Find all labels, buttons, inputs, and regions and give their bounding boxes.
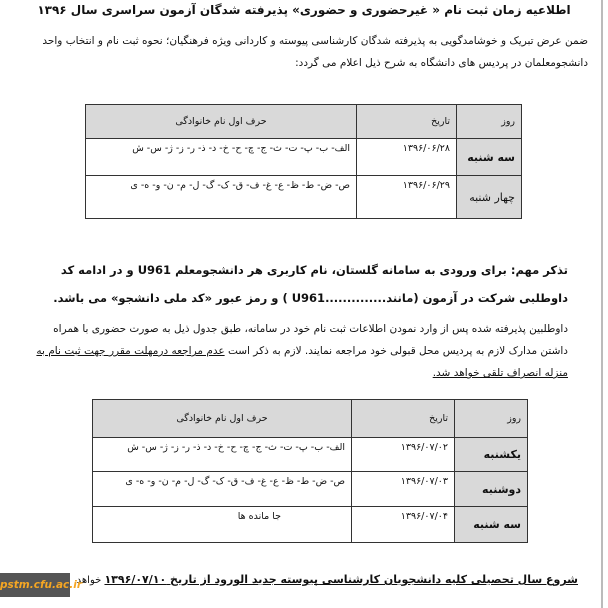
- date-cell: ۱۳۹۶/۰۶/۲۹: [356, 175, 457, 219]
- header-day: روز: [456, 104, 522, 139]
- day-cell: سه شنبه: [456, 138, 522, 176]
- schedule-table-2: روز تاریخ حرف اول نام خانوادگی یکشنبه ۱۳…: [92, 399, 528, 543]
- watermark-logo: pstm.cfu.ac.ir: [0, 573, 82, 597]
- paragraph-text: داوطلبین پذیرفته شده پس از وارد نمودن اط…: [53, 323, 568, 357]
- day-cell: چهار شنبه: [456, 175, 522, 219]
- letters-cell: ص- ض- ط- ظ- ع- غ- ف- ق- ک- گ- ل- م- ن- و…: [92, 471, 352, 507]
- day-cell: دوشنبه: [454, 471, 528, 507]
- page-title: اطلاعیه زمان ثبت نام « غیرحضوری و حضوری»…: [37, 3, 571, 17]
- table-header-row: روز تاریخ حرف اول نام خانوادگی: [92, 399, 528, 438]
- schedule-table-1: روز تاریخ حرف اول نام خانوادگی سه شنبه ۱…: [85, 104, 522, 219]
- table-row: یکشنبه ۱۳۹۶/۰۷/۰۲ الف- ب- پ- ت- ث- ج- چ-…: [92, 437, 528, 472]
- letters-cell: جا مانده ها: [92, 506, 352, 543]
- header-letters: حرف اول نام خانوادگی: [92, 399, 352, 438]
- registration-paragraph: داوطلبین پذیرفته شده پس از وارد نمودن اط…: [30, 318, 568, 384]
- table-row: چهار شنبه ۱۳۹۶/۰۶/۲۹ ص- ض- ط- ظ- ع- غ- ف…: [85, 175, 522, 219]
- table-row: سه شنبه ۱۳۹۶/۰۶/۲۸ الف- ب- پ- ت- ث- ج- چ…: [85, 138, 522, 176]
- day-cell: سه شنبه: [454, 506, 528, 543]
- intro-paragraph: ضمن عرض تبریک و خوشامدگویی به پذیرفته شد…: [42, 35, 588, 69]
- underlined-warning: عدم مراجعه درمهلت مقرر جهت ثبت نام به من…: [36, 345, 568, 379]
- table-row: دوشنبه ۱۳۹۶/۰۷/۰۳ ص- ض- ط- ظ- ع- غ- ف- ق…: [92, 471, 528, 507]
- date-cell: ۱۳۹۶/۰۷/۰۴: [351, 506, 455, 543]
- date-cell: ۱۳۹۶/۰۶/۲۸: [356, 138, 457, 176]
- letters-cell: الف- ب- پ- ت- ث- ج- چ- ح- خ- د- ذ- ر- ز-…: [92, 437, 352, 472]
- date-cell: ۱۳۹۶/۰۷/۰۲: [351, 437, 455, 472]
- date-cell: ۱۳۹۶/۰۷/۰۳: [351, 471, 455, 507]
- footer-underlined: شروع سال تحصیلی کلیه دانشجویان کارشناسی …: [104, 573, 578, 586]
- table-row: سه شنبه ۱۳۹۶/۰۷/۰۴ جا مانده ها: [92, 506, 528, 543]
- letters-cell: ص- ض- ط- ظ- ع- غ- ف- ق- ک- گ- ل- م- ن- و…: [85, 175, 357, 219]
- header-date: تاریخ: [356, 104, 457, 139]
- header-letters: حرف اول نام خانوادگی: [85, 104, 357, 139]
- important-note: تذکر مهم: برای ورودی به سامانه گلستان، ن…: [53, 263, 568, 305]
- letters-cell: الف- ب- پ- ت- ث- ج- چ- ح- خ- د- ذ- ر- ز-…: [85, 138, 357, 176]
- footer-rest: خواهد: [76, 575, 105, 586]
- footer-line: شروع سال تحصیلی کلیه دانشجویان کارشناسی …: [74, 572, 578, 589]
- page-edge: [601, 0, 603, 608]
- day-cell: یکشنبه: [454, 437, 528, 472]
- header-date: تاریخ: [351, 399, 455, 438]
- table-header-row: روز تاریخ حرف اول نام خانوادگی: [85, 104, 522, 139]
- header-day: روز: [454, 399, 528, 438]
